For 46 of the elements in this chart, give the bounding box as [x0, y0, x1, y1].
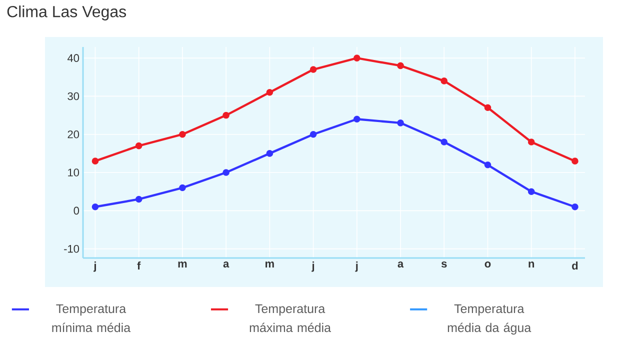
- y-tick-label: 0: [74, 206, 80, 215]
- point: [397, 62, 404, 70]
- x-tick-label: s: [441, 262, 447, 268]
- y-tick-label: -10: [64, 244, 80, 253]
- x-tick-label: a: [223, 262, 230, 268]
- point: [572, 203, 578, 210]
- chart-title: Clima Las Vegas: [7, 6, 126, 20]
- legend-label: Temperatura mínima média: [52, 304, 131, 332]
- y-tick-label: 10: [68, 168, 80, 176]
- point: [528, 188, 535, 195]
- legend-label: Temperatura média da água: [448, 304, 532, 335]
- point: [528, 138, 535, 146]
- y-tick-label: 20: [68, 130, 80, 138]
- point: [266, 88, 274, 96]
- point: [266, 150, 274, 157]
- x-tick-label: j: [94, 262, 96, 272]
- x-tick-label: a: [398, 262, 404, 268]
- x-tick-label: o: [484, 262, 491, 268]
- point: [135, 196, 142, 203]
- x-tick-label: n: [528, 262, 534, 268]
- x-tick-label: d: [572, 262, 578, 270]
- x-tick-label: m: [178, 262, 187, 268]
- point: [92, 203, 99, 210]
- x-tick-label: m: [266, 262, 274, 268]
- point: [440, 78, 448, 84]
- point: [484, 161, 492, 168]
- point: [310, 130, 317, 138]
- point: [397, 120, 404, 126]
- point: [354, 116, 360, 123]
- point: [440, 138, 448, 146]
- point: [179, 184, 186, 192]
- legend-label: Temperatura máxima média: [250, 304, 332, 332]
- y-tick-label: 30: [68, 92, 80, 100]
- x-tick-label: j: [312, 262, 314, 272]
- point: [310, 66, 317, 73]
- x-tick-label: j: [355, 262, 358, 272]
- point: [135, 142, 142, 150]
- point: [354, 54, 360, 62]
- x-tick-label: f: [137, 262, 141, 270]
- point: [222, 169, 230, 176]
- point: [92, 158, 99, 164]
- point: [222, 112, 230, 119]
- point: [484, 104, 492, 112]
- point: [572, 158, 578, 164]
- y-tick-label: 40: [67, 54, 80, 62]
- point: [179, 130, 186, 138]
